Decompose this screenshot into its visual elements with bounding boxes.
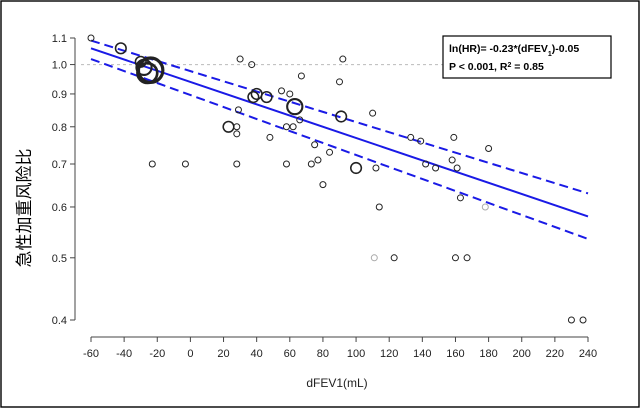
data-point-37: [370, 254, 378, 262]
data-point-13: [236, 55, 244, 63]
data-point-49: [456, 194, 464, 202]
x-tick-label-1: -40: [116, 348, 132, 360]
data-point-21: [282, 123, 290, 131]
data-point-18: [266, 133, 274, 141]
data-point-31: [326, 148, 334, 156]
data-point-48: [453, 164, 461, 172]
x-tick-label-11: 160: [446, 348, 464, 360]
data-point-45: [448, 156, 456, 164]
data-point-19: [278, 87, 286, 95]
data-point-44: [432, 164, 440, 172]
data-point-8: [222, 120, 235, 133]
data-point-51: [481, 203, 489, 211]
x-tick-label-4: 20: [217, 348, 229, 360]
data-point-25: [296, 116, 304, 124]
data-point-14: [248, 61, 256, 69]
data-point-1: [114, 42, 127, 55]
y-tick-label-4: 0.8: [52, 122, 67, 134]
x-tick-label-10: 140: [413, 348, 431, 360]
y-tick-label-0: 0.4: [52, 315, 67, 327]
annotation-line-2-main: P < 0.001, R: [449, 61, 508, 73]
data-point-43: [422, 160, 430, 168]
data-point-39: [375, 203, 383, 211]
data-point-54: [579, 316, 587, 324]
x-tick-label-0: -60: [83, 348, 99, 360]
data-point-42: [417, 137, 425, 145]
x-tick-label-3: 0: [187, 348, 193, 360]
data-point-28: [311, 141, 319, 149]
x-tick-label-6: 60: [284, 348, 296, 360]
x-tick-label-14: 220: [546, 348, 564, 360]
data-point-20: [282, 160, 290, 168]
x-tick-label-5: 40: [251, 348, 263, 360]
data-point-26: [297, 72, 305, 80]
y-tick-label-1: 0.5: [52, 253, 67, 265]
data-point-34: [339, 55, 347, 63]
annotation-line-1-end: )-0.05: [552, 43, 580, 55]
data-point-52: [485, 145, 493, 153]
data-point-36: [369, 109, 377, 117]
data-point-27: [307, 160, 315, 168]
equation-annotation: ln(HR)= -0.23*(dFEV1)-0.05 P < 0.001, R2…: [442, 35, 612, 79]
data-point-5: [136, 56, 165, 85]
y-tick-label-2: 0.6: [52, 202, 67, 214]
data-point-10: [233, 160, 241, 168]
annotation-box: [442, 35, 612, 79]
x-tick-label-15: 240: [579, 348, 597, 360]
data-point-22: [286, 90, 294, 98]
data-point-9: [233, 123, 241, 131]
annotation-line-1-main: ln(HR)= -0.23*(dFEV: [449, 43, 548, 55]
data-point-33: [335, 110, 348, 123]
x-tick-label-2: -20: [149, 348, 165, 360]
y-tick-label-3: 0.7: [52, 159, 67, 171]
data-point-17: [260, 90, 273, 104]
data-point-24: [286, 97, 304, 116]
data-point-35: [349, 161, 363, 175]
annotation-line-2: P < 0.001, R2 = 0.85: [449, 61, 544, 73]
y-tick-label-7: 1.1: [52, 33, 67, 45]
ci-lower-line: [90, 58, 589, 240]
data-point-0: [87, 34, 95, 42]
data-point-23: [289, 123, 297, 131]
annotation-line-2-end: = 0.85: [511, 61, 544, 73]
y-axis-label: 急性加重风险比: [15, 149, 35, 268]
x-axis-label: dFEV1(mL): [306, 376, 367, 390]
annotation-line-1-sub: 1: [548, 51, 552, 58]
axes: -60 -40 -20 0 20 40 60 80 100 120 140 160 180 200 220 2…: [52, 33, 597, 360]
data-point-47: [451, 254, 459, 262]
data-point-7: [181, 160, 189, 168]
y-tick-label-6: 1.0: [52, 60, 67, 72]
data-points: [87, 34, 587, 324]
annotation-line-2-sup: 2: [507, 62, 511, 69]
data-point-41: [407, 133, 415, 141]
data-point-15: [247, 90, 260, 104]
data-point-6: [148, 160, 156, 168]
y-tick-label-5: 0.9: [52, 89, 67, 101]
data-point-46: [450, 133, 458, 141]
ci-upper-line: [90, 39, 589, 195]
data-point-53: [567, 316, 575, 324]
x-tick-label-13: 200: [513, 348, 531, 360]
data-point-40: [390, 254, 398, 262]
confidence-bands: [90, 39, 589, 240]
annotation-line-1: ln(HR)= -0.23*(dFEV1)-0.05: [449, 43, 579, 58]
x-tick-label-12: 180: [479, 348, 497, 360]
fit-line: [90, 47, 589, 218]
data-point-12: [234, 106, 242, 114]
data-point-30: [319, 181, 327, 189]
data-point-11: [233, 130, 241, 138]
x-tick-label-8: 100: [347, 348, 365, 360]
data-point-50: [463, 254, 471, 262]
data-point-29: [314, 156, 322, 164]
x-tick-label-9: 120: [380, 348, 398, 360]
data-point-38: [372, 164, 380, 172]
x-tick-label-7: 80: [317, 348, 329, 360]
data-point-32: [336, 78, 343, 86]
